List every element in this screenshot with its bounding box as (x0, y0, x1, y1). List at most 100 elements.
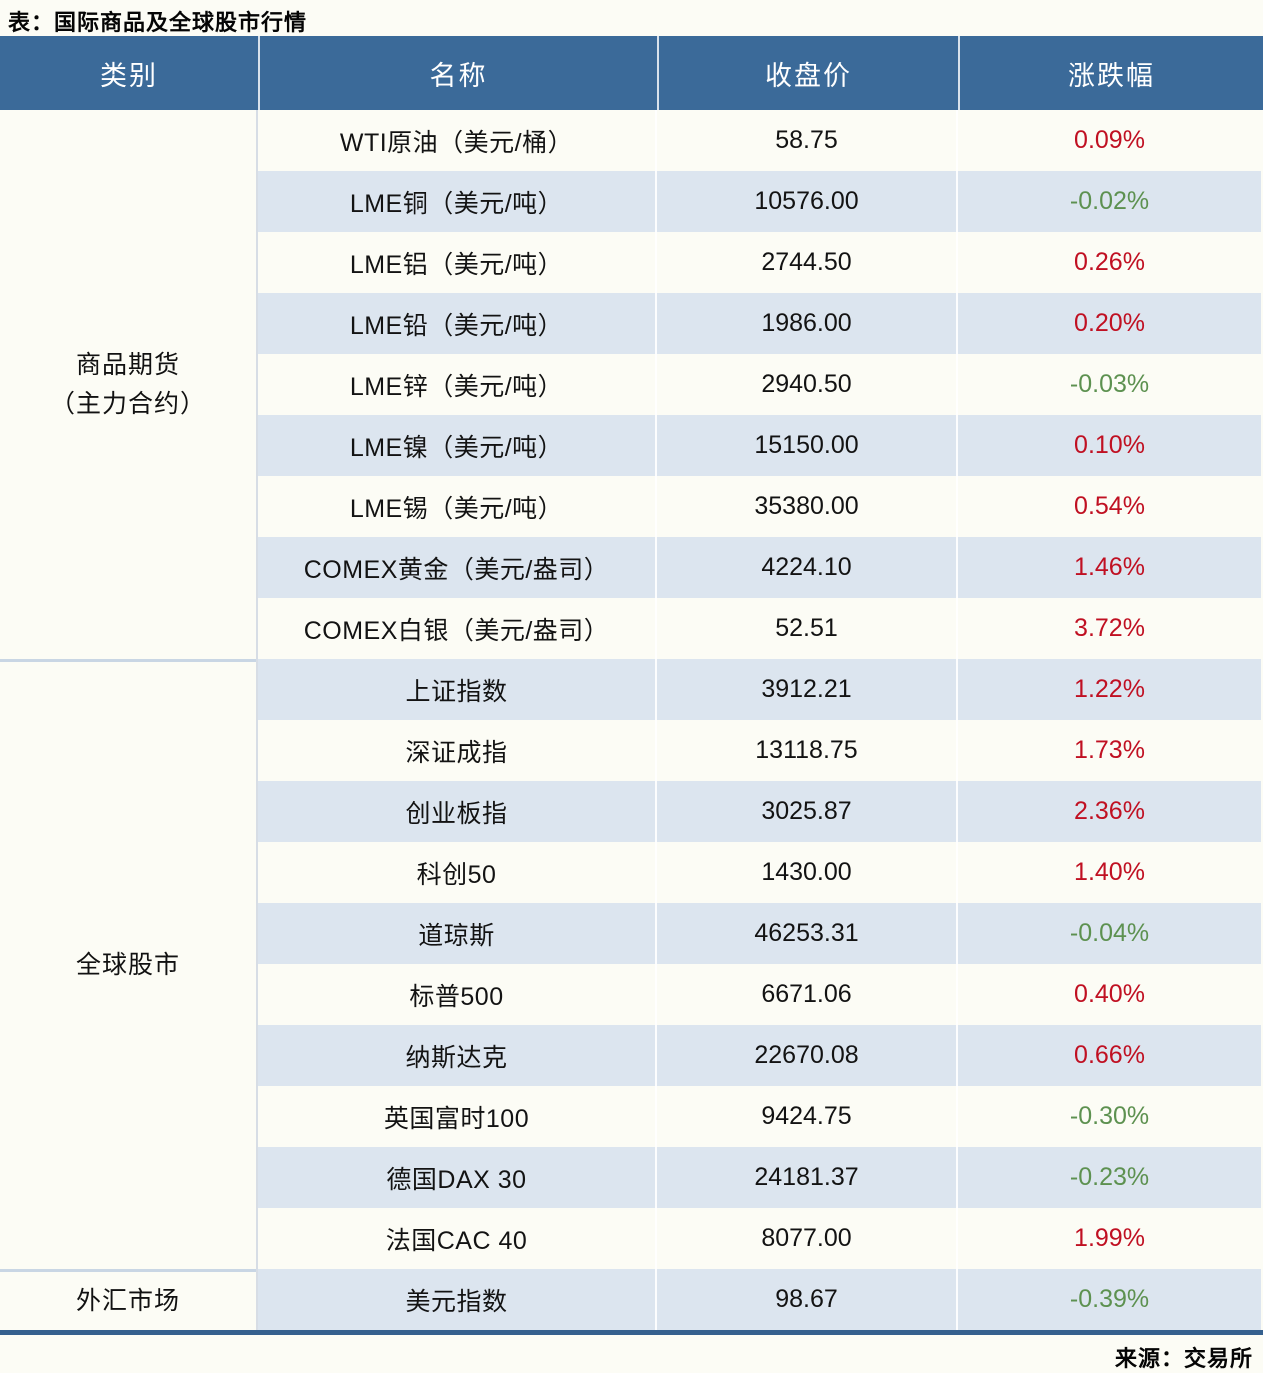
data-rows: WTI原油（美元/桶） 58.75 0.09% LME铜（美元/吨） 10576… (258, 110, 1261, 1330)
table-body: 商品期货 （主力合约） 全球股市 外汇市场 WTI原油（美元/桶） 58.75 … (0, 110, 1263, 1330)
table-row: 科创50 1430.00 1.40% (258, 842, 1261, 903)
change-percent: 1.46% (956, 537, 1261, 598)
instrument-name: LME锡（美元/吨） (349, 494, 564, 523)
change-percent: 0.54% (956, 476, 1261, 537)
change-percent: -0.04% (956, 903, 1261, 964)
table-row: 创业板指 3025.87 2.36% (258, 781, 1261, 842)
instrument-name: 深证成指 (405, 738, 508, 767)
table-row: LME铜（美元/吨） 10576.00 -0.02% (258, 171, 1261, 232)
change-percent: 0.66% (956, 1025, 1261, 1086)
header-category: 类别 (100, 60, 158, 91)
instrument-name: LME铜（美元/吨） (349, 189, 564, 218)
table-row: 纳斯达克 22670.08 0.66% (258, 1025, 1261, 1086)
close-price: 35380.00 (655, 476, 956, 537)
close-price: 58.75 (655, 110, 956, 171)
instrument-name: LME锌（美元/吨） (349, 372, 564, 401)
change-percent: -0.30% (956, 1086, 1261, 1147)
close-price: 24181.37 (655, 1147, 956, 1208)
instrument-name: LME镍（美元/吨） (349, 433, 564, 462)
table-row: LME锌（美元/吨） 2940.50 -0.03% (258, 354, 1261, 415)
close-price: 46253.31 (655, 903, 956, 964)
instrument-name: 创业板指 (405, 799, 508, 828)
close-price: 98.67 (655, 1269, 956, 1330)
table-row: LME铝（美元/吨） 2744.50 0.26% (258, 232, 1261, 293)
table-row: 标普500 6671.06 0.40% (258, 964, 1261, 1025)
table-header-row: 类别 名称 收盘价 涨跌幅 (0, 36, 1263, 110)
instrument-name: 纳斯达克 (405, 1043, 508, 1072)
close-price: 2744.50 (655, 232, 956, 293)
change-percent: 3.72% (956, 598, 1261, 659)
category-label-line: 商品期货 (75, 350, 180, 379)
table-row: 道琼斯 46253.31 -0.04% (258, 903, 1261, 964)
close-price: 1986.00 (655, 293, 956, 354)
instrument-name: 美元指数 (405, 1287, 508, 1316)
category-label-line: （主力合约） (49, 389, 206, 418)
header-name: 名称 (258, 36, 657, 110)
table-row: LME锡（美元/吨） 35380.00 0.54% (258, 476, 1261, 537)
close-price: 8077.00 (655, 1208, 956, 1269)
table-bottom-border (0, 1330, 1263, 1335)
change-percent: 2.36% (956, 781, 1261, 842)
change-percent: 0.26% (956, 232, 1261, 293)
table-row: 德国DAX 30 24181.37 -0.23% (258, 1147, 1261, 1208)
table-row: 美元指数 98.67 -0.39% (258, 1269, 1261, 1330)
change-percent: 1.40% (956, 842, 1261, 903)
instrument-name: 标普500 (409, 982, 504, 1011)
page-title: 表：国际商品及全球股市行情 (8, 10, 308, 35)
header-close: 收盘价 (657, 36, 958, 110)
change-percent: 1.22% (956, 659, 1261, 720)
table-row: COMEX白银（美元/盎司） 52.51 3.72% (258, 598, 1261, 659)
instrument-name: 英国富时100 (383, 1104, 530, 1133)
instrument-name: 德国DAX 30 (386, 1165, 527, 1194)
category-label-line: 全球股市 (75, 951, 180, 980)
table-row: COMEX黄金（美元/盎司） 4224.10 1.46% (258, 537, 1261, 598)
category-global-stocks: 全球股市 (0, 659, 256, 1269)
close-price: 6671.06 (655, 964, 956, 1025)
category-fx-market: 外汇市场 (0, 1269, 256, 1330)
market-table: 类别 名称 收盘价 涨跌幅 商品期货 （主力合约） 全球股市 外汇市场 (0, 36, 1263, 1335)
instrument-name: COMEX黄金（美元/盎司） (303, 555, 610, 584)
change-percent: 0.20% (956, 293, 1261, 354)
change-percent: 1.73% (956, 720, 1261, 781)
table-row: 法国CAC 40 8077.00 1.99% (258, 1208, 1261, 1269)
close-price: 15150.00 (655, 415, 956, 476)
close-price: 1430.00 (655, 842, 956, 903)
category-commodity-futures: 商品期货 （主力合约） (0, 110, 256, 659)
change-percent: 0.40% (956, 964, 1261, 1025)
source-note: 来源：交易所 (1114, 1346, 1253, 1371)
table-row: WTI原油（美元/桶） 58.75 0.09% (258, 110, 1261, 171)
instrument-name: WTI原油（美元/桶） (339, 128, 574, 157)
change-percent: 0.09% (956, 110, 1261, 171)
close-price: 3912.21 (655, 659, 956, 720)
change-percent: -0.03% (956, 354, 1261, 415)
category-column: 商品期货 （主力合约） 全球股市 外汇市场 (0, 110, 258, 1330)
close-price: 3025.87 (655, 781, 956, 842)
table-row: 英国富时100 9424.75 -0.30% (258, 1086, 1261, 1147)
close-price: 9424.75 (655, 1086, 956, 1147)
instrument-name: 科创50 (416, 860, 497, 889)
instrument-name: COMEX白银（美元/盎司） (303, 616, 610, 645)
change-percent: 0.10% (956, 415, 1261, 476)
close-price: 13118.75 (655, 720, 956, 781)
category-label-line: 外汇市场 (75, 1286, 180, 1315)
header-change: 涨跌幅 (958, 36, 1263, 110)
change-percent: -0.02% (956, 171, 1261, 232)
change-percent: 1.99% (956, 1208, 1261, 1269)
close-price: 2940.50 (655, 354, 956, 415)
close-price: 52.51 (655, 598, 956, 659)
close-price: 10576.00 (655, 171, 956, 232)
close-price: 22670.08 (655, 1025, 956, 1086)
instrument-name: LME铅（美元/吨） (349, 311, 564, 340)
instrument-name: LME铝（美元/吨） (349, 250, 564, 279)
table-row: LME铅（美元/吨） 1986.00 0.20% (258, 293, 1261, 354)
table-row: 深证成指 13118.75 1.73% (258, 720, 1261, 781)
change-percent: -0.39% (956, 1269, 1261, 1330)
instrument-name: 上证指数 (405, 677, 508, 706)
instrument-name: 法国CAC 40 (385, 1226, 528, 1255)
close-price: 4224.10 (655, 537, 956, 598)
table-row: LME镍（美元/吨） 15150.00 0.10% (258, 415, 1261, 476)
instrument-name: 道琼斯 (418, 921, 495, 950)
table-row: 上证指数 3912.21 1.22% (258, 659, 1261, 720)
change-percent: -0.23% (956, 1147, 1261, 1208)
